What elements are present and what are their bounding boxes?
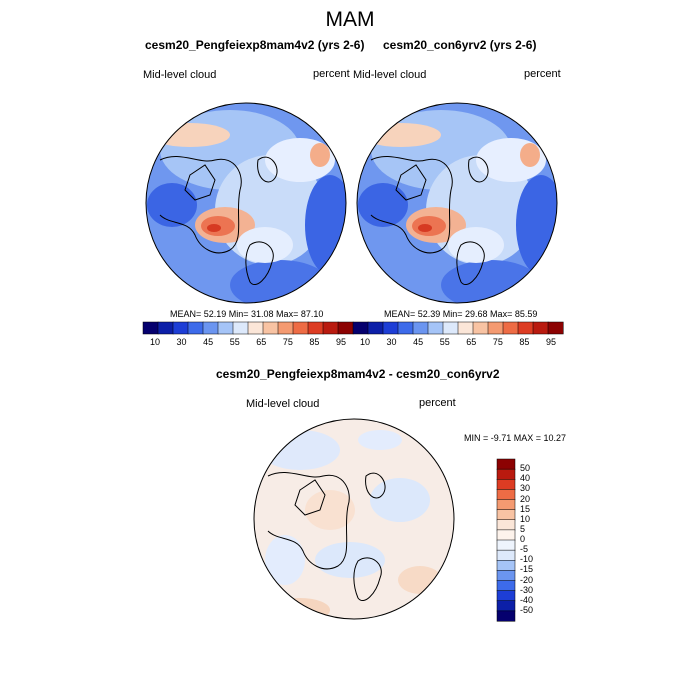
diff-colorbar-tick-label: 10 (520, 513, 531, 524)
panel-2-colorbar-tick-label: 95 (545, 337, 556, 347)
diff-cloud-field (254, 419, 454, 619)
diff-panel-variable-label: Mid-level cloud (246, 398, 320, 410)
diff-colorbar-swatch (496, 489, 516, 501)
panel-2-colorbar-tick-label: 30 (386, 337, 397, 347)
panel-1-colorbar-tick-label: 75 (282, 337, 293, 347)
panel-1-colorbar (142, 321, 354, 335)
diff-colorbar-tick-label: -5 (520, 544, 529, 555)
panel-1-colorbar-labels: 10 30 45 55 65 75 85 95 (143, 337, 353, 349)
diff-colorbar-tick-label: 20 (520, 493, 531, 504)
diff-colorbar-tick-label: 50 (520, 463, 531, 474)
diff-colorbar-swatch (496, 590, 516, 602)
panel-2-variable-label: Mid-level cloud (353, 69, 427, 81)
diff-colorbar-tick-label: -40 (520, 594, 534, 605)
panel-2-colorbar-tick-label: 45 (413, 337, 424, 347)
diff-colorbar-tick-label: 5 (520, 523, 526, 534)
panel-2-colorbar-labels: 10 30 45 55 65 75 85 95 (353, 337, 563, 349)
diff-colorbar-swatch (496, 570, 516, 582)
panel-1-colorbar-tick-label: 65 (256, 337, 267, 347)
diff-colorbar-labels: 50 40 30 20 15 10 5 0 -5 -10 -15 -20 -30 -40 -50 (520, 459, 560, 621)
panel-2-colorbar-tick-label: 75 (492, 337, 503, 347)
panel-1-colorbar-tick-label: 85 (309, 337, 320, 347)
panel-1-units-label: percent (313, 68, 350, 80)
diff-colorbar-tick-label: 0 (520, 534, 526, 544)
diff-colorbar-tick-label: -50 (520, 604, 534, 615)
panel-2-colorbar (352, 321, 564, 335)
panel-2-colorbar-swatch (547, 321, 564, 335)
panel-2-colorbar-tick-label: 55 (439, 337, 450, 347)
diff-colorbar-swatch (496, 509, 516, 521)
diff-colorbar-tick-label: -30 (520, 584, 534, 595)
panel-2-title: cesm20_con6yrv2 (yrs 2-6) (383, 38, 537, 52)
panel-1-stats: MEAN= 52.19 Min= 31.08 Max= 87.10 (170, 309, 324, 319)
diff-colorbar-swatch (496, 610, 516, 622)
panel-1-cloud-field (146, 103, 346, 303)
diff-colorbar-swatch (496, 539, 516, 551)
panel-1-colorbar-tick-label: 55 (229, 337, 240, 347)
diff-panel-stats: MIN = -9.71 MAX = 10.27 (464, 433, 567, 443)
panel-2-colorbar-tick-label: 10 (359, 337, 370, 347)
diff-colorbar-swatch (496, 519, 516, 531)
diff-colorbar-swatch (496, 468, 516, 480)
panel-1-colorbar-tick-label: 10 (149, 337, 160, 347)
diff-colorbar-swatch (496, 549, 516, 561)
season-title: MAM (325, 8, 375, 31)
diff-colorbar-swatch (496, 600, 516, 612)
diff-colorbar-swatch (496, 560, 516, 571)
panel-2-colorbar-tick-label: 65 (466, 337, 477, 347)
panel-1-colorbar-tick-label: 45 (203, 337, 214, 347)
panel-2-colorbar-tick-label: 85 (519, 337, 530, 347)
diff-colorbar-tick-label: 30 (520, 483, 531, 494)
diff-colorbar-tick-label: -15 (520, 564, 534, 575)
diff-colorbar-swatch (496, 529, 516, 541)
panel-2-stats: MEAN= 52.39 Min= 29.68 Max= 85.59 (384, 309, 538, 319)
panel-1-title: cesm20_Pengfeiexp8mam4v2 (yrs 2-6) (145, 38, 365, 52)
diff-colorbar-tick-label: -20 (520, 574, 534, 585)
panel-1-colorbar-tick-label: 95 (335, 337, 346, 347)
diff-panel-units-label: percent (419, 397, 456, 409)
diff-colorbar-swatch (496, 479, 516, 490)
panel-2-cloud-field (357, 103, 557, 303)
diff-colorbar-tick-label: 15 (520, 503, 531, 514)
panel-1-variable-label: Mid-level cloud (143, 69, 217, 81)
diff-colorbar-tick-label: 40 (520, 473, 531, 484)
diff-colorbar-swatch (496, 499, 516, 511)
diff-panel-title: cesm20_Pengfeiexp8mam4v2 - cesm20_con6yr… (216, 367, 500, 381)
diff-colorbar-swatch (496, 458, 516, 470)
diff-colorbar-tick-label: -10 (520, 554, 534, 565)
panel-2-units-label: percent (524, 68, 561, 80)
diff-colorbar (496, 458, 516, 622)
diff-colorbar-swatch (496, 580, 516, 592)
panel-1-colorbar-tick-label: 30 (176, 337, 187, 347)
